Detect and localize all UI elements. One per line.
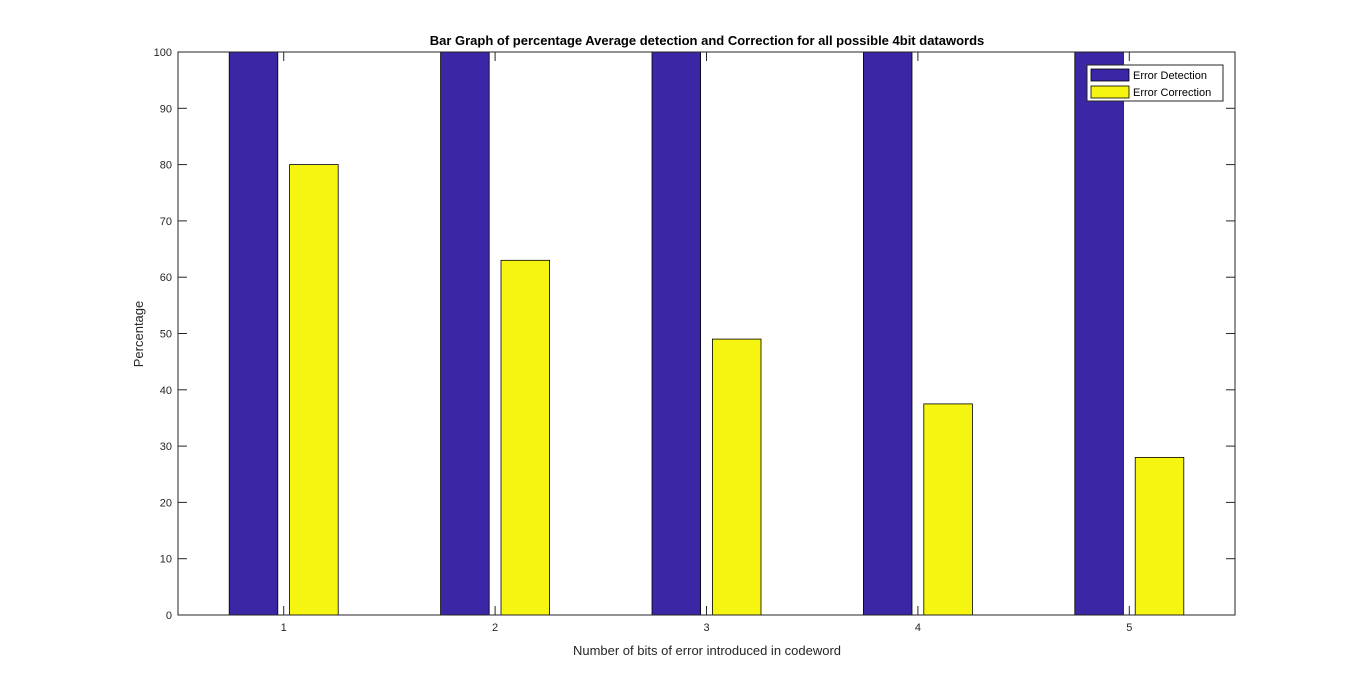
bars-layer: [228, 51, 1185, 616]
bar-detection-2: [440, 51, 490, 616]
bar-correction-4: [923, 403, 973, 616]
x-tick-label: 3: [703, 622, 709, 634]
y-tick-label: 30: [160, 441, 172, 453]
x-axis-label: Number of bits of error introduced in co…: [573, 643, 841, 658]
y-tick-label: 80: [160, 160, 172, 172]
y-axis-label: Percentage: [131, 301, 146, 368]
y-axis: 0 10 20 30 40 50 60 70 80 90 100: [154, 47, 1235, 622]
legend-label: Error Detection: [1133, 70, 1207, 82]
y-tick-label: 50: [160, 329, 172, 341]
bar-correction-2: [500, 259, 550, 616]
legend: Error Detection Error Correction: [1086, 64, 1224, 102]
y-tick-label: 0: [166, 610, 172, 622]
bar-correction-1: [289, 164, 339, 616]
y-tick-label: 10: [160, 554, 172, 566]
legend-swatch-correction: [1090, 85, 1130, 99]
y-tick-label: 100: [154, 47, 172, 59]
bar-detection-5: [1074, 51, 1124, 616]
x-axis: 1 2 3 4 5: [281, 52, 1132, 634]
y-tick-label: 20: [160, 497, 172, 509]
x-tick-label: 2: [492, 622, 498, 634]
chart-title: Bar Graph of percentage Average detectio…: [430, 33, 985, 48]
bar-detection-3: [651, 51, 701, 616]
x-tick-label: 5: [1126, 622, 1132, 634]
bar-correction-3: [712, 338, 762, 616]
legend-swatch-detection: [1090, 68, 1130, 82]
bar-detection-1: [228, 51, 279, 616]
y-tick-label: 40: [160, 385, 172, 397]
x-tick-label: 1: [281, 622, 287, 634]
y-tick-label: 90: [160, 103, 172, 115]
bar-detection-4: [863, 51, 913, 616]
x-tick-label: 4: [915, 622, 921, 634]
y-tick-label: 60: [160, 272, 172, 284]
y-tick-label: 70: [160, 216, 172, 228]
bar-correction-5: [1134, 456, 1185, 616]
legend-label: Error Correction: [1133, 87, 1211, 99]
